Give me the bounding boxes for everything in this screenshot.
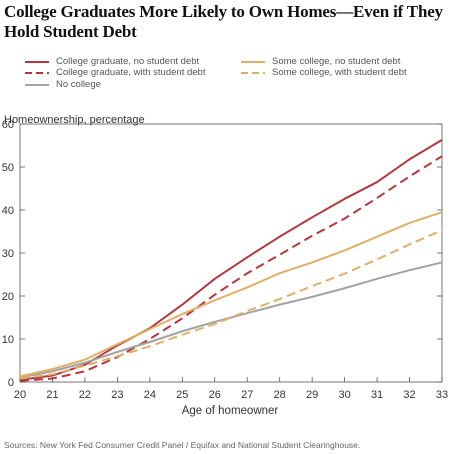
x-tick-label: 22 (79, 389, 91, 401)
chart-title: College Graduates More Likely to Own Hom… (4, 2, 443, 41)
y-tick-label: 60 (2, 119, 14, 131)
series-line (19, 139, 443, 381)
x-tick-label: 30 (338, 389, 350, 401)
legend-label: College graduate, no student debt (56, 56, 200, 67)
legend-swatch (25, 72, 49, 74)
legend-swatch (241, 72, 265, 74)
y-axis-label: Homeownership, percentage (4, 114, 145, 126)
legend-label: Some college, no student debt (272, 56, 401, 67)
x-tick-label: 21 (46, 389, 58, 401)
source-note: Sources: New York Fed Consumer Credit Pa… (4, 440, 361, 450)
x-tick-label: 24 (144, 389, 156, 401)
x-tick-label: 27 (241, 389, 253, 401)
x-tick-label: 31 (371, 389, 383, 401)
legend-label: College graduate, with student debt (56, 67, 206, 78)
y-tick-label: 30 (2, 248, 14, 260)
y-tick-label: 40 (2, 205, 14, 217)
x-tick-label: 20 (14, 389, 26, 401)
series-line (19, 229, 443, 380)
legend: College graduate, no student debt Colleg… (0, 0, 460, 100)
legend-swatch (25, 61, 49, 63)
plot-frame (19, 123, 443, 383)
x-tick-label: 26 (209, 389, 221, 401)
y-tick-label: 0 (8, 377, 14, 389)
series-line (19, 155, 443, 382)
legend-label: Some college, with student debt (272, 67, 407, 78)
y-tick-label: 10 (2, 334, 14, 346)
x-tick-label: 32 (403, 389, 415, 401)
y-tick-label: 20 (2, 291, 14, 303)
legend-swatch (241, 61, 265, 63)
series-line (19, 261, 443, 379)
y-tick-label: 50 (2, 162, 14, 174)
x-tick-label: 25 (176, 389, 188, 401)
series-line (19, 211, 443, 378)
x-axis-label: Age of homeowner (181, 405, 279, 417)
legend-label: No college (56, 79, 101, 90)
x-tick-label: 28 (274, 389, 286, 401)
x-tick-label: 33 (436, 389, 448, 401)
legend-swatch (25, 84, 49, 86)
x-tick-label: 29 (306, 389, 318, 401)
x-tick-label: 23 (111, 389, 123, 401)
